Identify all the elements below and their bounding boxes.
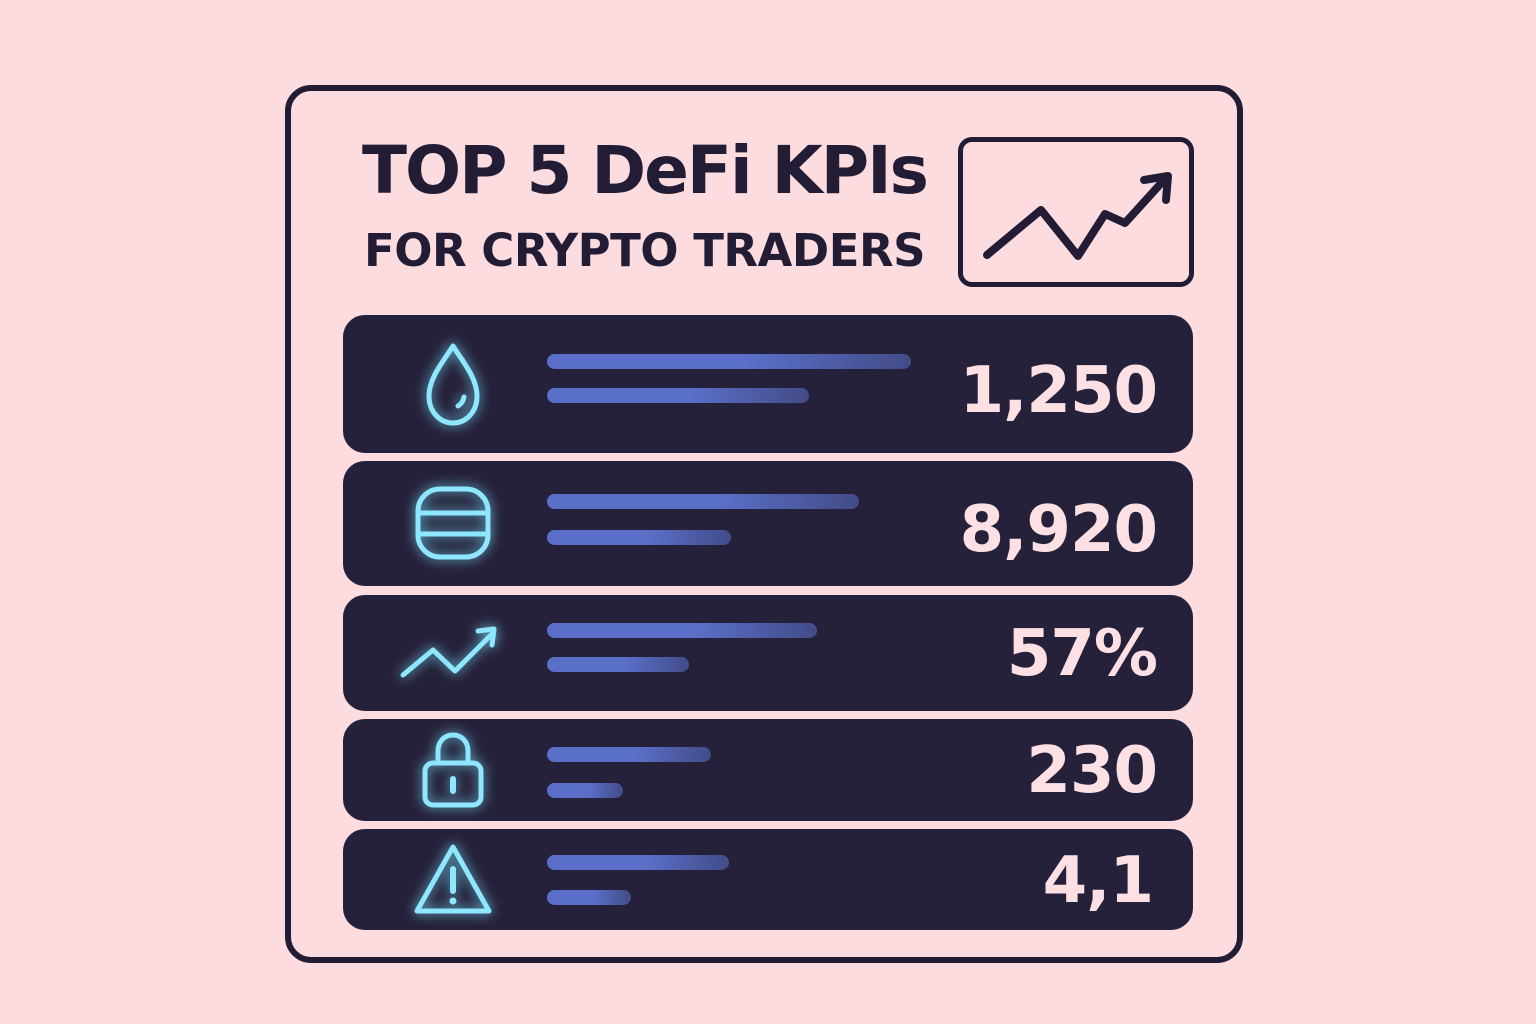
warning-icon	[414, 844, 492, 914]
droplet-icon	[426, 343, 480, 426]
kpi-bar-primary	[547, 354, 911, 369]
trend-up-icon	[400, 626, 497, 678]
droplet-icon-wrap	[403, 340, 503, 426]
kpi-row-liquidity: 1,250	[343, 315, 1193, 453]
kpi-row-locked: 230	[343, 719, 1193, 821]
kpi-bar-primary	[547, 855, 729, 870]
kpi-value: 1,250	[959, 354, 1158, 428]
kpi-bar-primary	[547, 623, 817, 638]
lock-icon-wrap	[403, 729, 503, 809]
kpi-bar-secondary	[547, 388, 809, 403]
kpi-value: 8,920	[959, 493, 1158, 567]
database-icon	[415, 486, 491, 560]
trend-up-icon-wrap	[400, 613, 503, 693]
page-title: TOP 5 DeFi KPIs	[362, 132, 929, 209]
kpi-row-growth: 57%	[343, 595, 1193, 711]
lock-icon	[422, 732, 484, 808]
kpi-bar-secondary	[547, 530, 731, 545]
kpi-bar-secondary	[547, 890, 631, 905]
kpi-value: 4,1	[1042, 844, 1154, 918]
kpi-bar-secondary	[547, 783, 623, 798]
page-subtitle: FOR CRYPTO TRADERS	[364, 224, 926, 277]
kpi-bar-primary	[547, 494, 859, 509]
kpi-row-risk: 4,1	[343, 829, 1193, 930]
kpi-value: 57%	[1006, 617, 1158, 691]
database-icon-wrap	[403, 483, 503, 563]
kpi-value: 230	[1026, 734, 1158, 808]
trend-up-chart-icon	[983, 172, 1172, 260]
trend-chart-box	[958, 137, 1194, 287]
kpi-bar-secondary	[547, 657, 689, 672]
warning-icon-wrap	[403, 841, 503, 921]
kpi-bar-primary	[547, 747, 711, 762]
kpi-row-volume: 8,920	[343, 461, 1193, 586]
